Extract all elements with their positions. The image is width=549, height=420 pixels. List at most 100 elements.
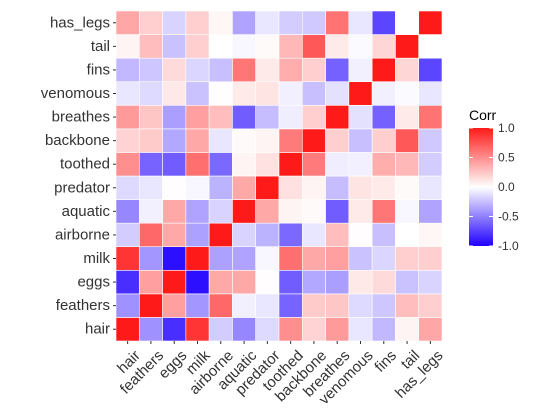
heatmap-cell [371,199,396,224]
heatmap-cell [395,34,420,59]
heatmap-cell [278,269,303,295]
heatmap-cell [301,152,326,177]
legend-tick-label: 0.5 [498,151,515,165]
heatmap-cell [325,175,350,200]
heatmap-cell [395,246,420,271]
heatmap-cell [371,293,396,318]
heatmap-cell [371,10,396,35]
heatmap-cell [255,269,280,295]
heatmap-cell [325,104,350,130]
heatmap-cell [138,57,163,83]
heatmap-cell [301,222,326,248]
heatmap-cell [371,269,396,295]
heatmap-cell [138,175,163,200]
heatmap-cell [138,222,163,248]
heatmap-cell [278,128,303,153]
heatmap-cell [348,152,373,177]
heatmap-cell [115,34,140,59]
heatmap-cell [208,81,233,106]
heatmap-cell [371,34,396,59]
heatmap-cell [348,269,373,295]
heatmap-cell [395,199,420,224]
heatmap-cell [185,10,210,35]
heatmap-cell [232,293,257,318]
heatmap-cell [138,10,163,35]
heatmap-cell [395,152,420,177]
heatmap-cell [115,246,140,271]
heatmap-cell [208,152,233,177]
heatmap-cell [278,81,303,106]
heatmap-cell [348,128,373,153]
heatmap-cell [232,81,257,106]
heatmap-cell [232,10,257,35]
heatmap-cell [232,222,257,248]
heatmap-cell [278,57,303,83]
heatmap-cell [278,10,303,35]
heatmap-cell [371,81,396,106]
heatmap-cell [418,104,443,130]
heatmap-cell [418,222,443,248]
heatmap-cell [185,104,210,130]
heatmap-cell [395,317,420,342]
heatmap-cell [162,175,187,200]
heatmap-cell [395,81,420,106]
y-axis-label: breathes [52,109,110,126]
heatmap-cell [255,199,280,224]
heatmap-cell [232,269,257,295]
heatmap-cell [255,152,280,177]
heatmap-cell [115,57,140,83]
heatmap-cell [138,293,163,318]
heatmap-cell [325,222,350,248]
heatmap-cell [278,222,303,248]
y-axis-label: has_legs [50,14,110,31]
heatmap-cell [301,10,326,35]
heatmap-cell [418,10,443,35]
heatmap-cell [162,128,187,153]
heatmap-cell [301,104,326,130]
legend-tick-label: 1.0 [498,121,515,135]
heatmap-cell [115,269,140,295]
heatmap-cell [115,128,140,153]
heatmap-cell [232,246,257,271]
heatmap-cell [371,222,396,248]
heatmap-cell [115,199,140,224]
heatmap-cell [115,222,140,248]
y-axis-labels: hair feathers eggs milk airborne aquatic preda… [41,14,116,338]
y-axis-label: backbone [45,132,110,149]
heatmap-cell [232,34,257,59]
legend-ticks: 1.0 0.5 0.0 -0.5 -1.0 [469,121,519,253]
heatmap-cell [138,128,163,153]
heatmap-cell [255,175,280,200]
heatmap-cell [278,199,303,224]
heatmap-cell [395,293,420,318]
heatmap-cell [232,199,257,224]
heatmap-cell [255,222,280,248]
heatmap-cell [232,128,257,153]
heatmap-cell [348,199,373,224]
heatmap-cell [115,293,140,318]
heatmap-cell [185,57,210,83]
heatmap-cell [115,104,140,130]
heatmap-cell [278,104,303,130]
heatmap-cell [418,34,443,59]
heatmap-cell [301,81,326,106]
heatmap-cell [185,152,210,177]
heatmap-cell [185,317,210,342]
heatmap-cell [301,269,326,295]
heatmap-cell [162,57,187,83]
heatmap-cell [418,152,443,177]
legend-tick-label: -1.0 [498,239,519,253]
heatmap-cell [208,222,233,248]
heatmap-cell [138,104,163,130]
heatmap-cell [255,34,280,59]
legend-tick-label: 0.0 [498,180,515,194]
heatmap-cell [185,81,210,106]
heatmap-cell [255,104,280,130]
heatmap-cell [301,128,326,153]
heatmap-cell [138,152,163,177]
heatmap-cell [255,246,280,271]
legend-title: Corr [469,107,497,123]
heatmap-cell [301,317,326,342]
heatmap-cell [278,293,303,318]
